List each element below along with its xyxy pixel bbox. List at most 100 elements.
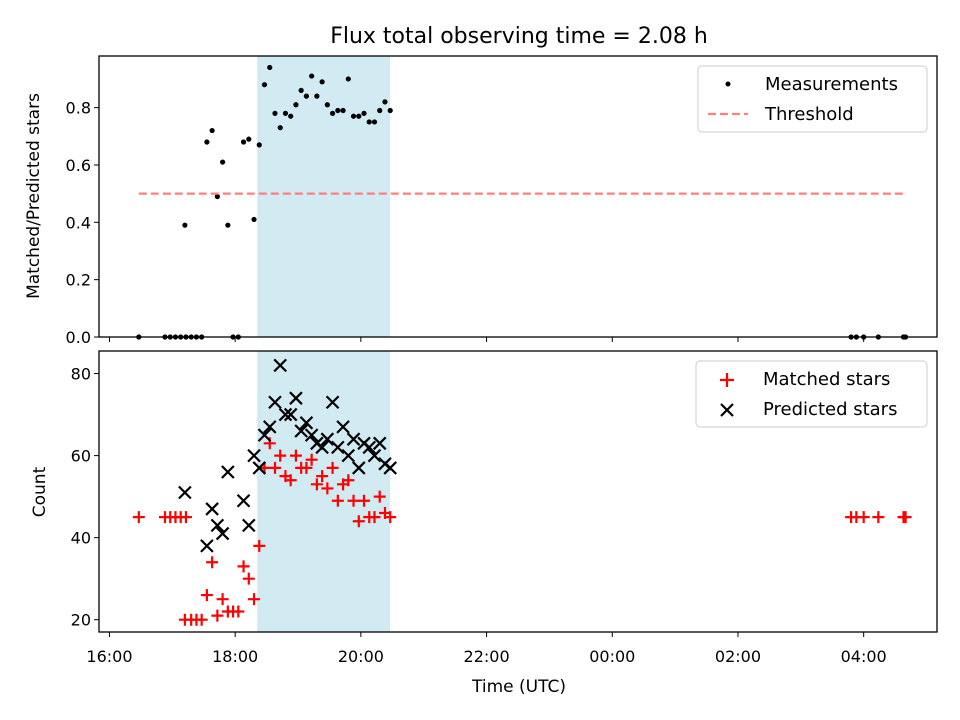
bottom-y-tick-label: 20 [71,611,91,630]
top-y-axis-label: Matched/Predicted stars [24,93,44,299]
top-legend: Measurements Threshold [697,65,928,133]
x-tick-label: 20:00 [338,647,384,666]
predicted-star-point [221,465,235,479]
x-tick-label: 04:00 [841,647,887,666]
matched-star-point [321,482,334,495]
predicted-star-point [383,461,397,475]
top-y-tick-label: 0.4 [66,213,91,232]
matched-star-point [206,556,219,569]
measurement-point [314,93,320,99]
matched-star-point [352,515,365,528]
predicted-star-point [315,440,329,455]
bottom-panel: 20 40 60 80 16:00 18:00 20:00 22:00 00:00 02:00 0… [30,350,938,697]
matched-star-point [316,470,329,483]
predicted-star-point [294,424,308,438]
measurement-point [361,110,367,116]
measurement-point [256,142,262,148]
measurement-point [251,216,257,223]
measurement-point [345,76,351,82]
matched-star-point [342,474,355,487]
top-y-tick-label: 0.8 [66,99,91,118]
predicted-star-point [178,485,192,500]
top-y-tick-label: 0.6 [66,156,91,175]
measurement-point [335,107,341,114]
bottom-y-tick-label: 40 [71,529,91,548]
predicted-star-point [289,391,303,405]
matched-star-point [347,494,360,507]
measurement-point [282,110,289,116]
measurement-point [303,93,310,99]
predicted-star-point [273,358,287,373]
matched-star-point [200,589,213,602]
bottom-y-axis: 20 40 60 80 [71,365,99,630]
measurement-point [324,102,330,108]
predicted-star-point [236,493,251,508]
measurement-point [246,136,252,142]
matched-star-point [237,560,250,573]
matched-star-point [232,605,245,618]
matched-star-point [872,511,885,524]
top-x-axis [108,337,865,342]
top-y-tick-label: 0.2 [66,271,91,290]
measurement-point [204,139,210,145]
x-axis-label: Time (UTC) [471,677,566,697]
matched-star-point [242,572,255,585]
predicted-star-point [346,432,361,446]
x-tick-label: 00:00 [589,647,635,666]
measurement-point [209,127,215,134]
measurement-point [340,107,346,114]
predicted-star-point [252,461,267,475]
legend-predicted-label: Predicted stars [763,399,897,420]
bottom-y-axis-label: Count [30,466,50,517]
measurement-point [293,102,299,108]
predicted-star-point [262,420,277,434]
predicted-star-point [304,428,319,442]
matched-star-point [300,461,313,474]
x-tick-label: 02:00 [715,647,761,666]
top-panel: 0.00.20.40.60.8 Matched/Predicted stars … [24,55,938,347]
matched-star-point [373,490,386,503]
measurement-point [288,113,294,119]
top-y-tick-label: 0.0 [66,328,91,347]
measurement-point [309,73,315,79]
legend-x-icon [720,403,734,417]
predicted-star-point [325,395,340,410]
predicted-star-point [341,448,356,463]
x-tick-label: 16:00 [86,647,132,666]
measurement-point [371,119,378,125]
measurement-point [329,110,336,116]
measurement-point [220,159,226,165]
predicted-star-point [362,440,377,455]
measurement-point [182,222,188,228]
matched-star-point [195,613,208,626]
measurement-point [382,99,388,105]
matched-star-point [284,474,297,487]
matched-star-point [310,478,323,491]
measurement-point [272,110,278,116]
matched-star-point [368,511,381,524]
matched-star-point [211,609,224,622]
measurement-point [377,107,383,114]
matched-star-point [331,494,344,507]
x-tick-label: 22:00 [464,647,510,666]
predicted-star-point [242,518,256,533]
matched-star-point [132,511,145,524]
bottom-axes-frame [98,350,938,633]
observing-window-band-top [257,56,391,337]
bottom-x-axis: 16:00 18:00 20:00 22:00 00:00 02:00 04:00 [86,632,887,666]
bottom-y-tick-label: 80 [71,365,91,384]
predicted-star-point [247,448,261,463]
legend-matched-label: Matched stars [763,369,890,390]
predicted-star-point [200,539,214,553]
matched-star-point [358,494,371,507]
legend-threshold-label: Threshold [764,104,854,125]
predicted-star-point [372,436,387,451]
measurement-point [319,79,325,85]
predicted-star-point [352,461,366,475]
measurement-point [240,139,247,145]
measurement-point [350,113,357,119]
bottom-y-tick-label: 60 [71,447,91,466]
legend-measurements-label: Measurements [765,74,898,95]
measurement-point [214,193,220,200]
